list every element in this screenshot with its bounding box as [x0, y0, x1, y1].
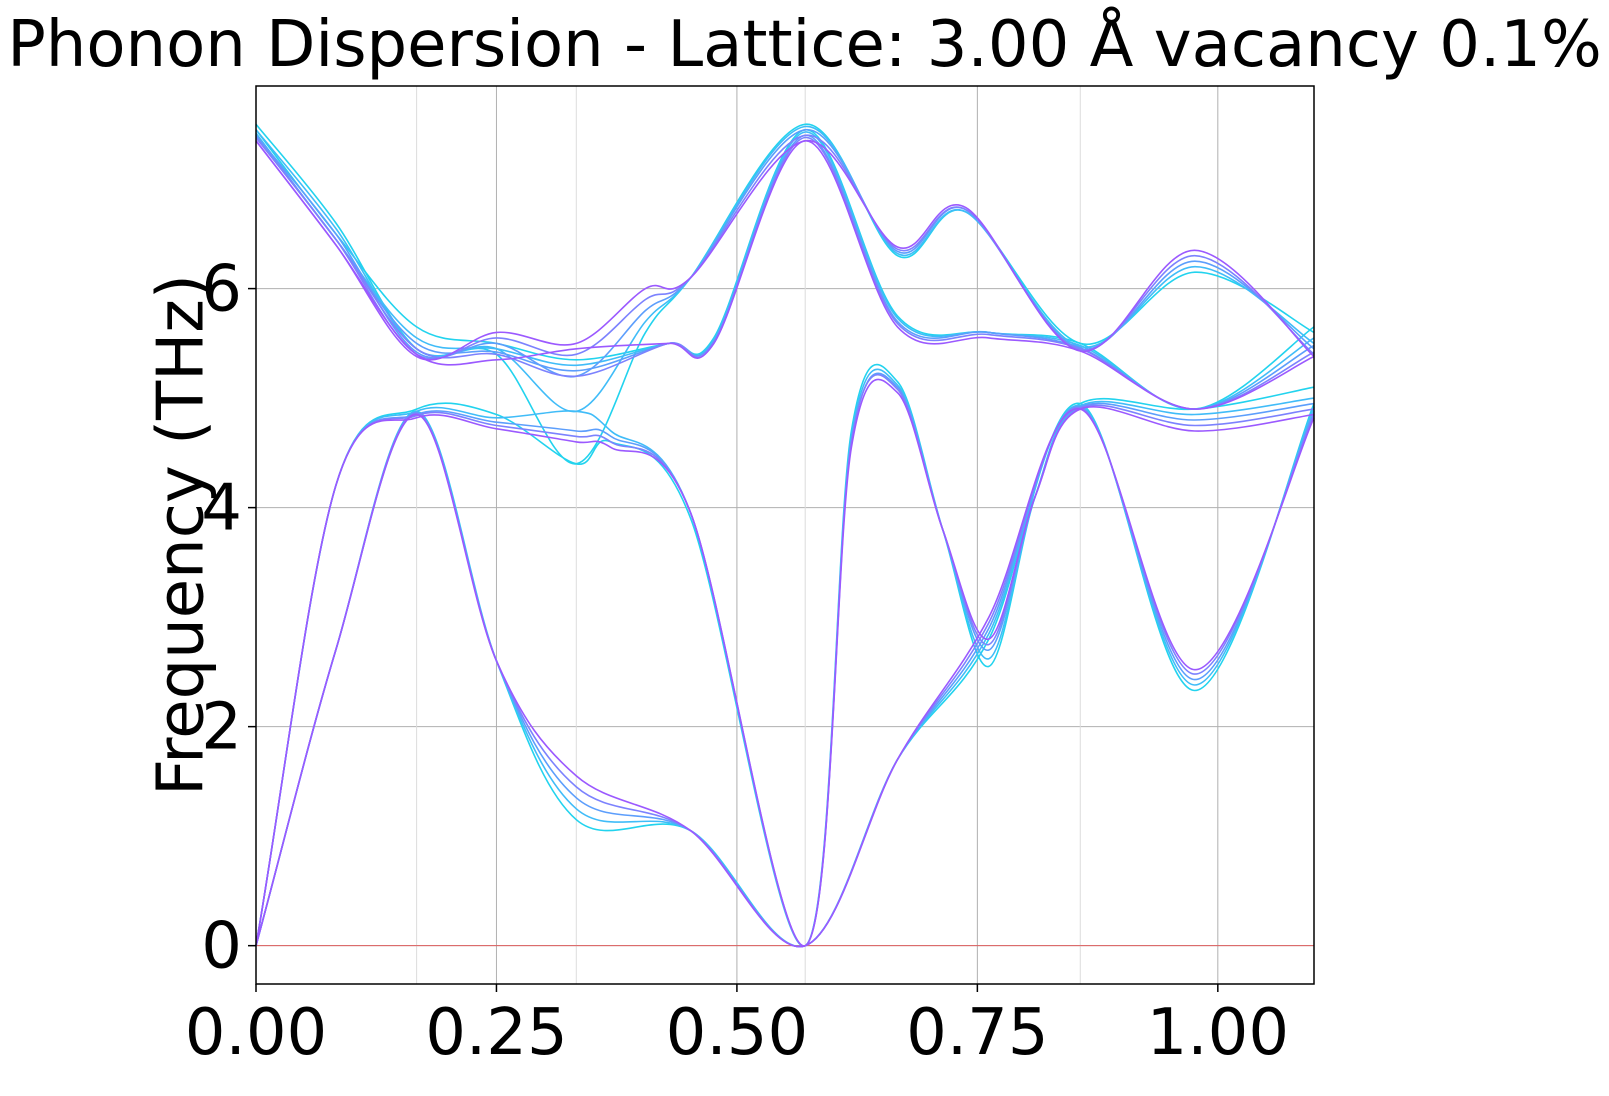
band-line: [255, 134, 1315, 410]
band-line: [255, 407, 1315, 948]
band-line: [255, 404, 1315, 948]
band-line: [255, 136, 1315, 410]
y-tick-label: 2: [201, 691, 242, 765]
series-group: [255, 123, 1315, 948]
band-line: [255, 402, 1315, 948]
y-tick-label: 4: [201, 472, 242, 546]
x-tick-label: 1.00: [1147, 996, 1290, 1070]
y-axis-label: Frequency (THz): [145, 274, 219, 796]
chart-title: Phonon Dispersion - Lattice: 3.00 Å vaca…: [7, 8, 1602, 82]
series-layer: [255, 123, 1315, 948]
y-tick-label: 6: [201, 253, 242, 327]
band-line: [255, 125, 1315, 413]
band-line: [255, 363, 1315, 947]
band-line: [255, 139, 1315, 410]
y-axis-ticks: 0 2 4 6: [201, 253, 256, 984]
series-group: [255, 139, 1315, 948]
band-line: [255, 368, 1315, 947]
x-tick-label: 0.75: [906, 996, 1049, 1070]
band-line: [255, 408, 1315, 948]
series-group: [255, 134, 1315, 948]
x-axis-ticks: 0.00 0.25 0.50 0.75 1.00: [185, 984, 1289, 1070]
x-tick-label: 0.50: [666, 996, 809, 1070]
band-line: [255, 128, 1315, 410]
band-line: [255, 378, 1315, 947]
plot-frame: [255, 85, 1315, 985]
x-tick-label: 0.25: [425, 996, 568, 1070]
series-group: [255, 128, 1315, 948]
grid-layer: [255, 86, 1314, 984]
band-line: [255, 406, 1315, 948]
band-line: [255, 131, 1315, 410]
x-tick-label: 0.00: [185, 996, 328, 1070]
series-group: [255, 125, 1315, 948]
band-line: [255, 374, 1315, 947]
y-tick-label: 0: [201, 910, 242, 984]
band-line: [255, 139, 1315, 361]
band-line: [255, 372, 1315, 947]
band-line: [255, 128, 1315, 378]
